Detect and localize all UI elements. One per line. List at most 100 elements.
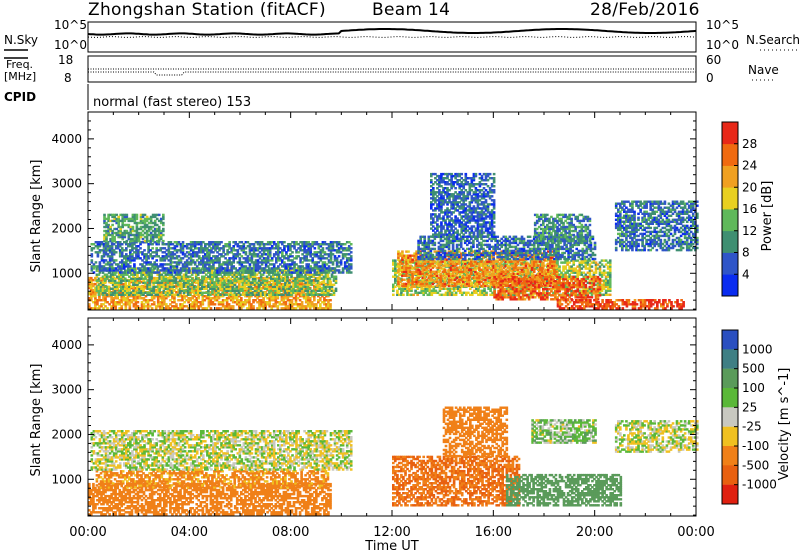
power-cell [90, 297, 93, 300]
power-cell [161, 305, 164, 308]
power-cell [114, 251, 118, 254]
power-cell [142, 287, 145, 291]
power-cell [240, 299, 243, 302]
power-cell [229, 299, 233, 302]
power-cell [221, 295, 225, 298]
power-cell [152, 285, 155, 289]
power-cell [286, 299, 290, 302]
power-cell [156, 305, 160, 308]
power-cell [169, 271, 173, 274]
power-cell [244, 288, 247, 292]
power-cell [215, 282, 219, 286]
power-cell [150, 277, 153, 280]
power-cell [259, 287, 263, 291]
power-cell [118, 282, 122, 286]
power-cell [146, 275, 149, 278]
power-cell [274, 291, 278, 294]
power-cell [142, 293, 145, 297]
power-cell [88, 286, 91, 290]
power-cell [94, 295, 97, 298]
power-cell [317, 299, 320, 302]
power-cell [150, 291, 154, 294]
beam-title: Beam 14 [372, 0, 451, 20]
power-cell [290, 303, 294, 306]
power-cell [95, 289, 99, 293]
power-cell [92, 247, 96, 250]
power-cell [94, 276, 97, 280]
power-cell [152, 289, 155, 293]
power-cell [158, 295, 162, 298]
power-cell [134, 293, 137, 297]
power-cell [290, 307, 294, 310]
power-cell [323, 297, 326, 300]
power-cell [177, 291, 180, 294]
power-cell [96, 299, 99, 302]
power-cell [152, 297, 156, 300]
power-cell [110, 307, 113, 310]
power-cell [233, 297, 237, 300]
power-cell [138, 295, 142, 298]
power-cell [120, 299, 124, 302]
power-cell [158, 285, 162, 289]
power-cell [118, 301, 122, 304]
power-cell [142, 303, 146, 306]
power-cell [252, 307, 255, 310]
power-cell [124, 301, 128, 304]
power-cell [132, 295, 136, 298]
power-cell [244, 293, 247, 296]
power-cell [256, 301, 259, 304]
power-cell [309, 271, 313, 274]
power-cell [319, 305, 322, 308]
power-cell [272, 303, 276, 306]
power-cell [132, 289, 135, 293]
power-cell [313, 295, 316, 298]
power-cell [157, 213, 161, 217]
power-cell [115, 285, 119, 289]
power-cell [280, 299, 284, 302]
power-cell [308, 301, 312, 304]
power-cell [150, 287, 153, 291]
power-cell [96, 291, 99, 294]
power-cell [171, 301, 174, 304]
power-cell [100, 305, 103, 308]
power-cell [99, 287, 103, 291]
nave-tick-0: 0 [706, 71, 714, 85]
power-cell [199, 303, 203, 306]
power-cell [256, 291, 259, 294]
power-cell [264, 301, 267, 304]
power-cell [327, 295, 330, 298]
power-cell [181, 247, 185, 250]
power-cell [272, 280, 276, 284]
power-cell [266, 280, 269, 284]
power-cell [96, 280, 99, 284]
power-cell [329, 303, 332, 306]
power-cell [258, 303, 261, 306]
power-cell [134, 277, 137, 280]
power-cell [171, 293, 174, 296]
power-cell [144, 299, 148, 302]
power-cell [302, 293, 305, 297]
power-cell [136, 288, 140, 292]
power-cell [185, 295, 188, 298]
power-cell [122, 276, 126, 280]
power-cell [282, 303, 286, 306]
power-cell [325, 307, 328, 310]
power-cell [219, 301, 223, 304]
power-cell [300, 282, 304, 286]
power-cell [195, 278, 199, 282]
power-cell [106, 301, 109, 304]
power-cell [296, 282, 300, 286]
power-cell [268, 305, 272, 308]
power-cell [284, 295, 288, 298]
power-cell [323, 299, 326, 302]
power-cell [97, 283, 101, 287]
power-cell [284, 303, 288, 306]
power-cell [175, 286, 178, 290]
power-cell [298, 293, 302, 296]
power-cell [248, 295, 251, 298]
power-cell [302, 286, 306, 290]
power-cell [313, 307, 316, 310]
power-cell [124, 291, 127, 295]
power-cell [90, 282, 93, 286]
